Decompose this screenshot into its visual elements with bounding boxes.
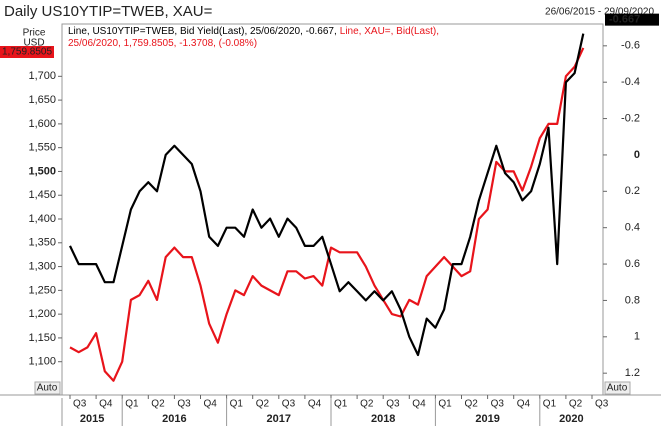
x-tick-label: Q4: [204, 399, 218, 410]
y-axis-label: USD: [23, 38, 44, 49]
plot-frame: [61, 23, 604, 396]
y-tick-label: 1,400: [28, 213, 56, 225]
y2-tick-label: 0.4: [625, 222, 640, 234]
y2-tick-label: 1: [634, 331, 640, 343]
chart-title: Daily US10YTIP=TWEB, XAU=: [4, 3, 213, 20]
last-value-label: -0.667: [609, 14, 640, 26]
legend-entry: 25/06/2020, 1,759.8505, -1.3708, (-0.08%…: [68, 38, 257, 49]
last-value-badge: [0, 46, 54, 58]
y-tick-label: 1,150: [28, 332, 56, 344]
y2-tick-label: -0.4: [621, 76, 640, 88]
legend-text: 25/06/2020, 1,759.8505, -1.3708, (-0.08%…: [68, 38, 257, 49]
y-tick-label: 1,650: [28, 94, 56, 106]
y-axis-label: Price: [23, 28, 46, 39]
x-tick-label: Q2: [151, 399, 165, 410]
x-tick-label: Q3: [386, 399, 400, 410]
x-tick-label: Q1: [230, 399, 244, 410]
year-label: 2018: [371, 413, 395, 425]
y2-tick-label: -0.6: [621, 40, 640, 52]
y-tick-label: 1,500: [28, 165, 56, 177]
x-tick-label: Q1: [334, 399, 348, 410]
x-tick-label: Q2: [256, 399, 270, 410]
x-tick-label: Q3: [177, 399, 191, 410]
y-tick-label: 1,250: [28, 284, 56, 296]
y-tick-label: 1,200: [28, 308, 56, 320]
year-label: 2019: [475, 413, 499, 425]
x-tick-label: Q3: [282, 399, 296, 410]
legend-text: Line, US10YTIP=TWEB, Bid Yield(Last), 25…: [68, 26, 439, 37]
x-tick-label: Q2: [569, 399, 583, 410]
last-value-badge: [605, 13, 659, 26]
auto-label[interactable]: Auto: [607, 383, 628, 394]
y2-tick-label: 0: [634, 149, 640, 161]
series-line: [69, 33, 585, 357]
y-tick-label: 1,350: [28, 237, 56, 249]
x-tick-label: Q1: [438, 399, 452, 410]
x-tick-label: Q1: [543, 399, 557, 410]
x-tick-label: Q2: [360, 399, 374, 410]
legend-entry: Line, XAU=, Bid(Last),: [340, 26, 439, 37]
x-tick-label: Q4: [412, 399, 426, 410]
y-tick-label: 1,700: [28, 70, 56, 82]
auto-button[interactable]: [604, 381, 631, 395]
x-tick-label: Q1: [125, 399, 139, 410]
y-tick-label: 1,100: [28, 356, 56, 368]
y-tick-label: 1,450: [28, 189, 56, 201]
x-tick-label: Q3: [491, 399, 505, 410]
y2-tick-label: -0.2: [621, 112, 640, 124]
year-label: 2017: [267, 413, 291, 425]
y2-tick-label: 0.2: [625, 185, 640, 197]
x-tick-label: Q2: [465, 399, 479, 410]
x-tick-label: Q4: [99, 399, 113, 410]
x-tick-label: Q3: [595, 399, 609, 410]
y-tick-label: 1,550: [28, 142, 56, 154]
legend-entry: Line, US10YTIP=TWEB, Bid Yield(Last), 25…: [68, 26, 337, 37]
y-tick-label: 1,600: [28, 118, 56, 130]
auto-label[interactable]: Auto: [37, 383, 58, 394]
y2-tick-label: 0.6: [625, 258, 640, 270]
x-tick-label: Q4: [517, 399, 531, 410]
y-tick-label: 1,300: [28, 260, 56, 272]
year-label: 2020: [559, 413, 583, 425]
date-range: 26/06/2015 - 29/09/2020: [545, 7, 654, 18]
year-label: 2016: [162, 413, 186, 425]
last-value-label: 1,759.8505: [2, 47, 52, 58]
y2-tick-label: 0.8: [625, 294, 640, 306]
auto-button[interactable]: [34, 381, 61, 395]
y2-tick-label: 1.2: [625, 367, 640, 379]
x-tick-label: Q4: [308, 399, 322, 410]
x-tick-label: Q3: [73, 399, 87, 410]
year-label: 2015: [80, 413, 104, 425]
series-line: [69, 47, 585, 382]
